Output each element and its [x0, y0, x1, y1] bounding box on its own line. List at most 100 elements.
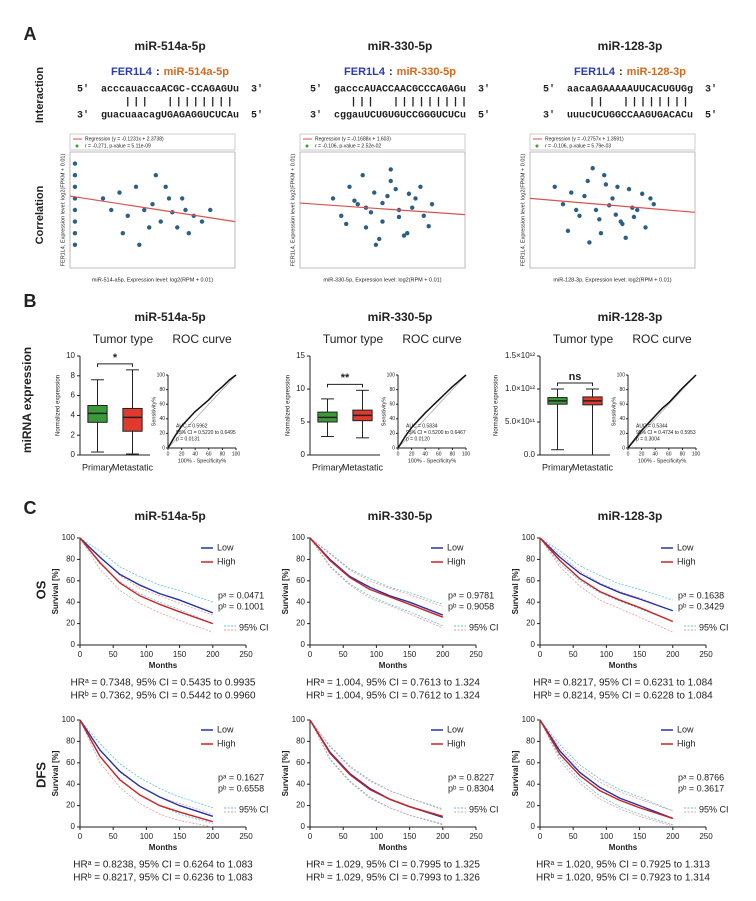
survival-curve	[539, 537, 674, 612]
x-tick-label: 0	[78, 832, 83, 841]
y-tick-label: 5	[301, 417, 306, 426]
p-value: pᵇ = 0.3429	[678, 601, 724, 611]
ci-upper	[539, 537, 673, 601]
scatter-point	[626, 186, 632, 192]
interaction-header: FER1L4: miR-128-3p	[574, 66, 686, 78]
scatter-point	[413, 196, 418, 201]
ci-upper	[539, 537, 673, 612]
panel-label: B	[24, 291, 37, 311]
roc-curve	[397, 374, 467, 449]
x-tick-label: 40	[652, 451, 658, 457]
y-axis-label: Survival [%]	[511, 750, 520, 796]
scatter-point	[406, 191, 412, 196]
y-axis-label: Normalized expression	[56, 375, 62, 436]
y-tick-label: 60	[526, 576, 535, 585]
scatter-point	[175, 225, 180, 230]
roc-annotation: AUC = 0.5344	[636, 423, 668, 429]
y-tick-label: 0	[531, 640, 536, 649]
sequence-bottom: 3' guacuaacagUGAGAGGUCUCAu 5'	[77, 110, 263, 122]
y-tick-label: 10	[296, 384, 305, 393]
sequence-bonds: || ||||||||	[589, 97, 691, 109]
hazard-ratio: HRᵃ = 1.029, 95% CI = 0.7995 to 1.325	[306, 860, 480, 871]
hazard-ratio: HRᵃ = 1.020, 95% CI = 0.7925 to 1.313	[536, 860, 710, 871]
x-tick-label: 0	[538, 832, 543, 841]
survival-curve	[79, 719, 214, 817]
x-axis-label: Months	[609, 661, 638, 670]
x-tick-label: 50	[339, 650, 348, 659]
roc-annotation: 95% CI = 0.4734 to 0.5953	[636, 430, 696, 436]
plot-frame	[69, 151, 236, 269]
scatter-point	[418, 184, 423, 189]
scatter-point	[150, 202, 155, 207]
scatter-point	[72, 184, 78, 189]
x-tick-label: 0	[538, 650, 543, 659]
x-tick-label: 100	[600, 650, 614, 659]
regression-line	[299, 202, 466, 216]
ci-upper	[79, 537, 213, 616]
y-tick-label: 80	[66, 737, 75, 746]
separator: :	[619, 66, 623, 78]
y-tick-label: 0	[622, 445, 625, 451]
x-tick-label: 100	[600, 832, 614, 841]
x-tick-label: 60	[206, 451, 212, 457]
scatter-point	[72, 207, 78, 213]
scatter-point	[640, 191, 645, 196]
column-title: miR-128-3p	[598, 509, 663, 523]
p-value: pᵃ = 0.9781	[448, 590, 494, 600]
scatter-point	[401, 233, 407, 238]
scatter-point	[631, 214, 637, 220]
y-tick-label: 0	[71, 822, 76, 831]
y-tick-label: 0	[301, 450, 306, 459]
scatter-point	[72, 219, 78, 224]
gene-name: FER1L4	[344, 66, 386, 78]
legend-text: High	[447, 738, 466, 748]
legend-text: Low	[677, 724, 694, 734]
scatter-point	[199, 219, 205, 224]
hazard-ratio: HRᵇ = 0.7362, 95% CI = 0.5442 to 0.9960	[70, 691, 255, 702]
ci-upper	[79, 719, 213, 809]
ci-upper	[309, 719, 443, 810]
roc-annotation: 95% CI = 0.5200 to 0.6467	[406, 430, 466, 436]
x-tick-label: 20	[179, 451, 185, 457]
scatter-point	[593, 207, 599, 213]
p-value: pᵃ = 0.1638	[678, 590, 724, 600]
chart-title: Tumor type	[93, 332, 154, 346]
x-tick-label: 60	[436, 451, 442, 457]
y-tick-label: 20	[66, 801, 75, 810]
reference-line	[167, 374, 237, 449]
sequence-top: 5' gacccAUACCAACGCCCAGAGu 3'	[310, 84, 490, 96]
scatter-point	[363, 225, 369, 230]
y-tick-label: 40	[526, 779, 535, 788]
survival-curve	[79, 537, 214, 614]
plot-frame	[529, 151, 696, 269]
category-label: Metastatic	[572, 462, 614, 472]
sequence-top: 5' aacaAGAAAAAUUCACUGUGg 3'	[543, 84, 717, 96]
scatter-point	[344, 221, 349, 227]
y-tick-label: 60	[296, 758, 305, 767]
scatter-point	[585, 178, 590, 184]
scatter-point	[565, 228, 571, 234]
legend-text: High	[677, 738, 696, 748]
x-axis-label: Months	[149, 661, 178, 670]
y-tick-label: 15	[296, 351, 305, 360]
y-tick-label: 0	[71, 450, 76, 459]
y-tick-label: 80	[526, 555, 535, 564]
roc-annotation: AUC = 0.5834	[406, 423, 438, 429]
scatter-point	[125, 213, 130, 218]
row-label: Interaction	[34, 67, 46, 124]
x-tick-label: 100	[232, 451, 241, 457]
sequence-bonds: ||| ||||||||	[125, 97, 236, 109]
y-tick-label: 100	[292, 533, 306, 542]
scatter-point	[368, 210, 374, 215]
y-tick-label: 8	[71, 371, 76, 380]
x-tick-label: 200	[436, 650, 450, 659]
x-tick-label: 80	[220, 451, 226, 457]
x-tick-label: 0	[78, 650, 83, 659]
scatter-point	[183, 207, 188, 213]
scatter-point	[602, 173, 607, 178]
y-tick-label: 60	[526, 758, 535, 767]
x-tick-label: 100	[370, 832, 384, 841]
y-tick-label: 0	[162, 445, 165, 451]
scatter-point	[153, 173, 158, 178]
ci-legend-text: 95% CI	[239, 804, 269, 814]
